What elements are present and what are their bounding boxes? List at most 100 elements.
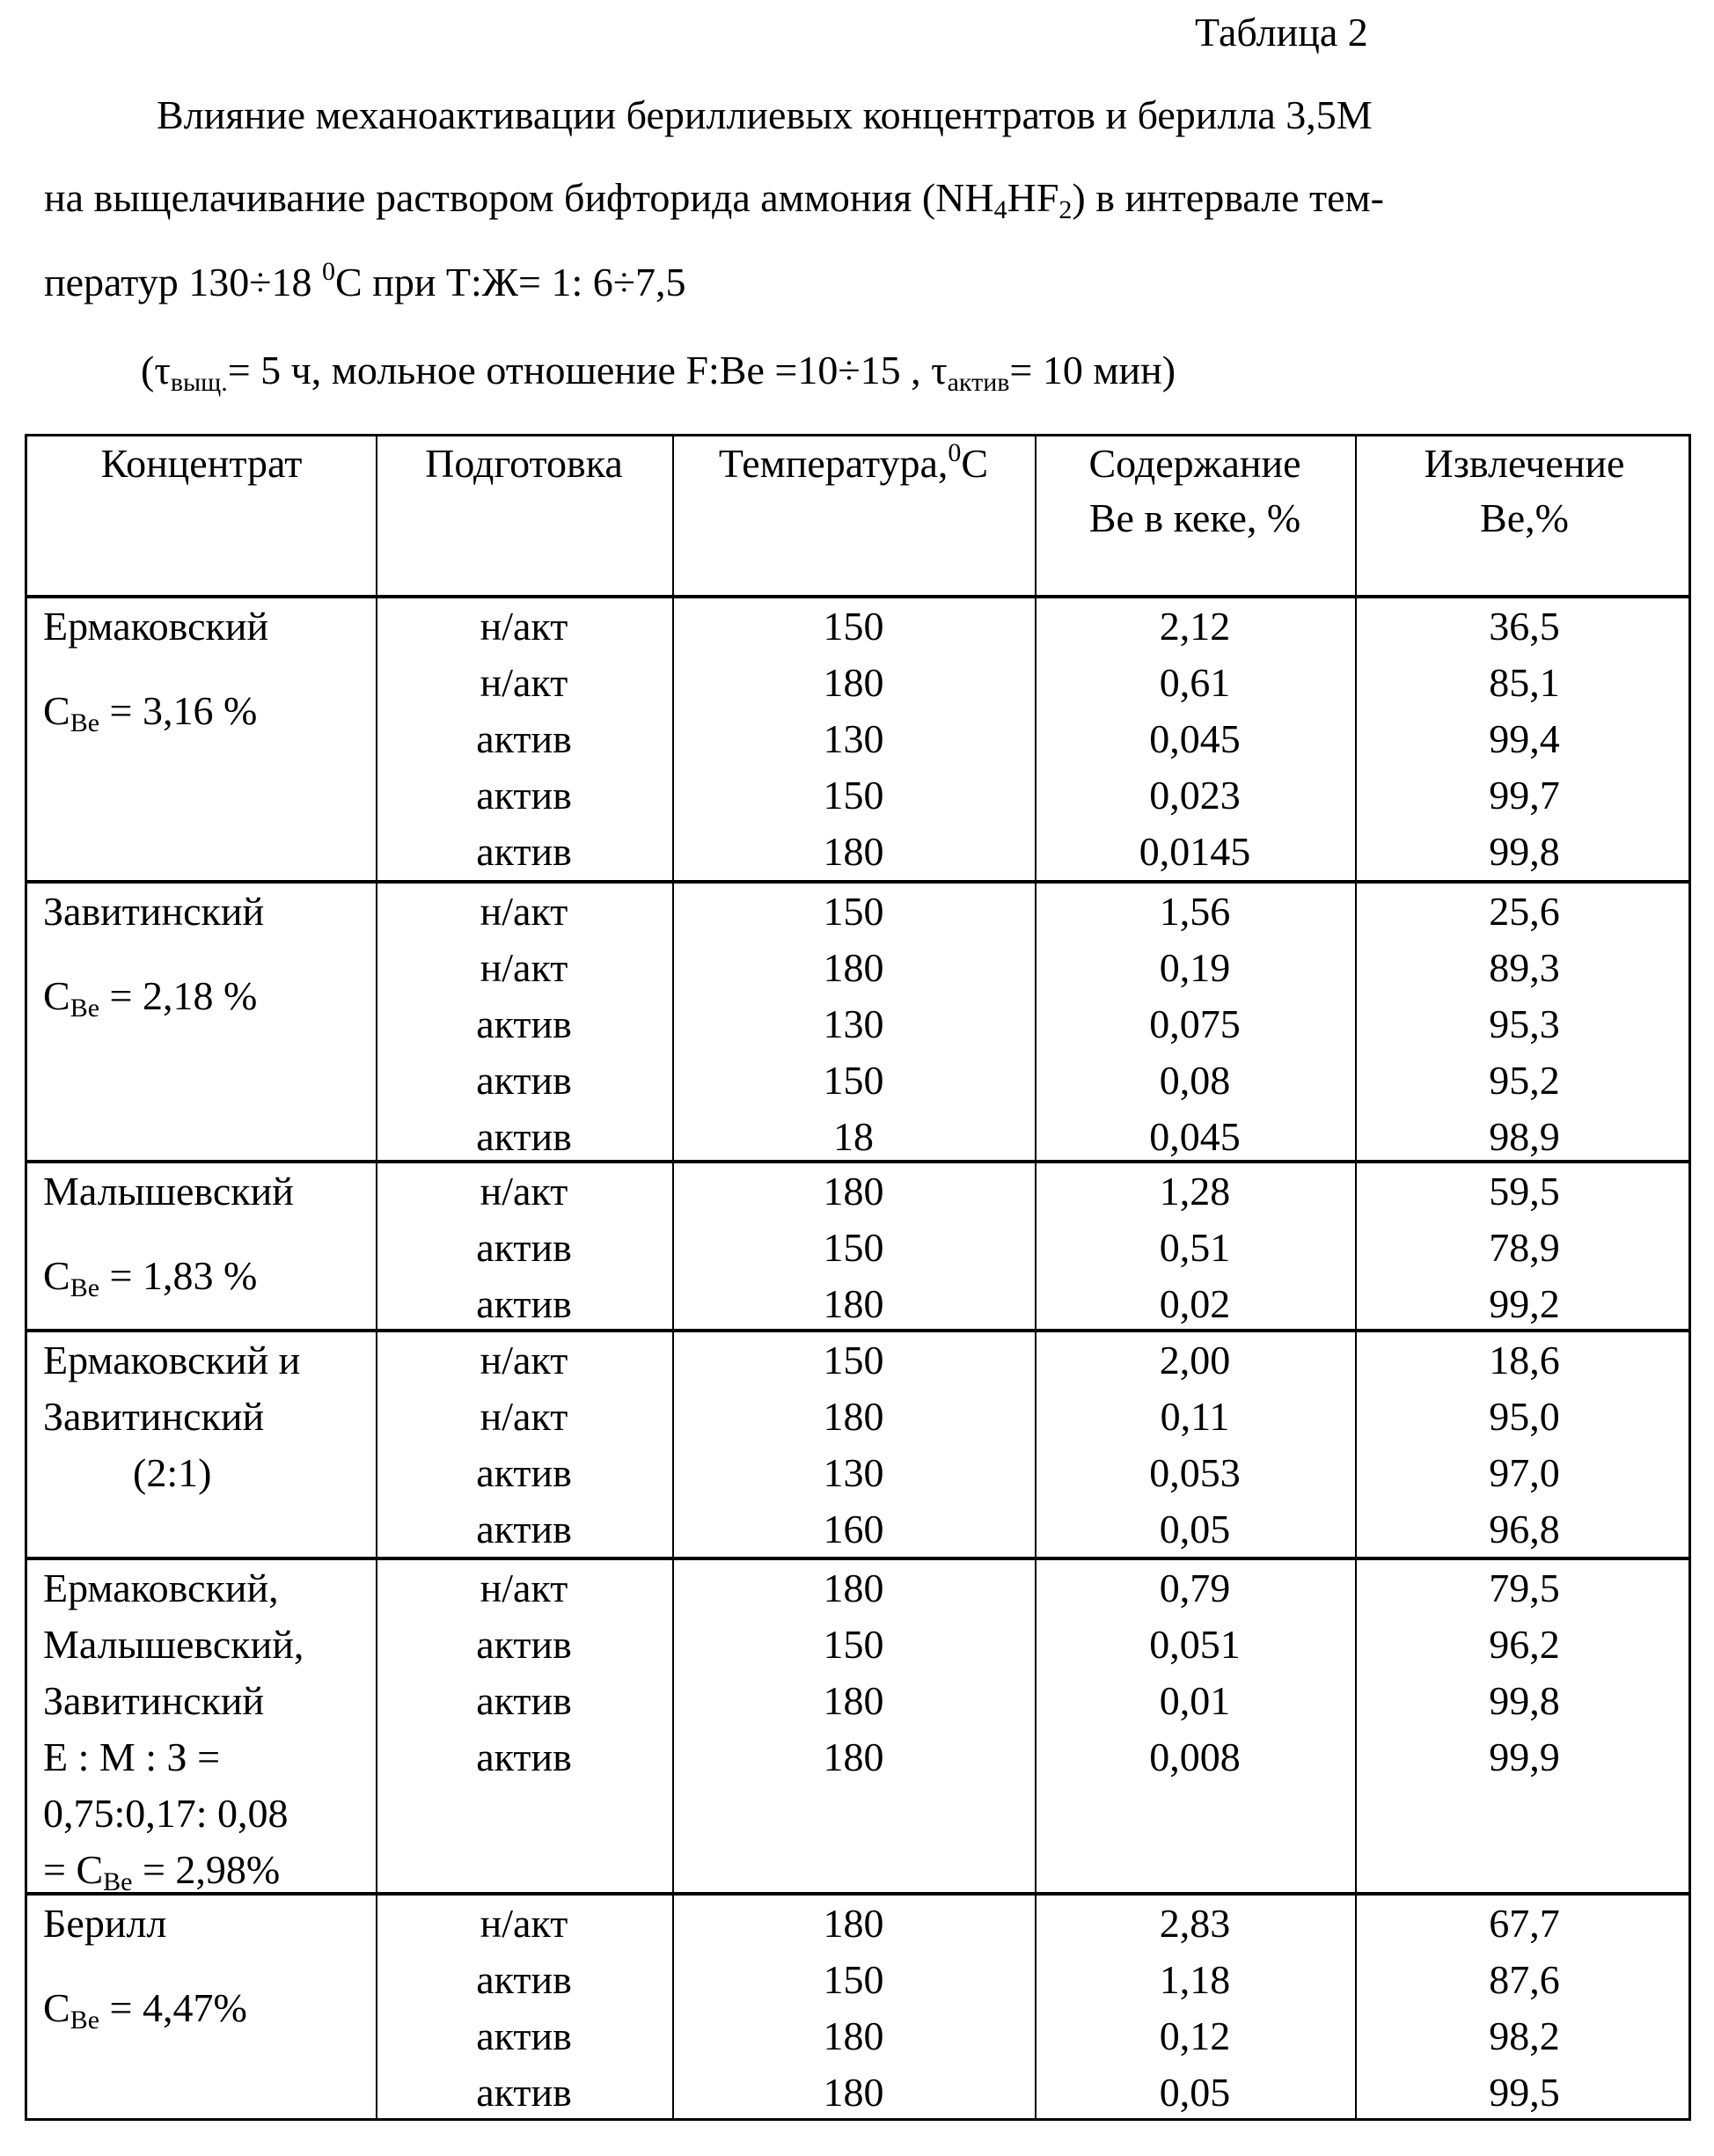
concentrate-label: (2:1)	[133, 1445, 211, 1501]
temperature-cell: 180	[672, 1560, 1035, 1617]
preparation-cell: актив	[376, 1052, 672, 1109]
extraction-cell: 78,9	[1355, 1220, 1694, 1276]
preparation-cell: н/акт	[376, 1332, 672, 1389]
extraction-cell: 67,7	[1355, 1896, 1694, 1952]
extraction-cell: 85,1	[1355, 655, 1694, 711]
preparation-cell: н/акт	[376, 940, 672, 996]
preparation-cell: актив	[376, 1617, 672, 1673]
extraction-cell: 96,2	[1355, 1617, 1694, 1673]
temperature-cell: 180	[672, 2064, 1035, 2121]
concentrate-label: Завитинский	[43, 1389, 264, 1445]
content-cell: 0,12	[1035, 2008, 1355, 2064]
extraction-cell: 99,2	[1355, 1276, 1694, 1332]
content-cell: 0,02	[1035, 1276, 1355, 1332]
concentrate-label: Берилл	[43, 1896, 166, 1952]
preparation-cell: актив	[376, 2064, 672, 2121]
content-cell: 0,61	[1035, 655, 1355, 711]
extraction-cell: 59,5	[1355, 1163, 1694, 1220]
temperature-cell: 150	[672, 1052, 1035, 1109]
header-extraction: ИзвлечениеBe,%	[1355, 436, 1694, 546]
preparation-cell: актив	[376, 1220, 672, 1276]
concentrate-label: CBe = 3,16 %	[43, 683, 257, 739]
extraction-cell: 97,0	[1355, 1445, 1694, 1501]
content-cell: 0,79	[1035, 1560, 1355, 1617]
temperature-cell: 180	[672, 824, 1035, 880]
content-cell: 0,008	[1035, 1729, 1355, 1786]
content-cell: 0,023	[1035, 767, 1355, 824]
preparation-cell: актив	[376, 1729, 672, 1786]
header-concentrate: Концентрат	[27, 436, 376, 491]
extraction-cell: 25,6	[1355, 884, 1694, 940]
content-cell: 2,12	[1035, 598, 1355, 655]
concentrate-label: Ермаковский	[43, 598, 268, 655]
temperature-cell: 150	[672, 1220, 1035, 1276]
header-content: СодержаниеBe в кеке, %	[1035, 436, 1355, 546]
preparation-cell: н/акт	[376, 655, 672, 711]
concentrate-label: Завитинский	[43, 884, 264, 940]
preparation-cell: актив	[376, 1673, 672, 1729]
preparation-cell: актив	[376, 1276, 672, 1332]
temperature-cell: 150	[672, 1952, 1035, 2008]
extraction-cell: 79,5	[1355, 1560, 1694, 1617]
content-cell: 1,56	[1035, 884, 1355, 940]
temperature-cell: 180	[672, 2008, 1035, 2064]
extraction-cell: 36,5	[1355, 598, 1694, 655]
content-cell: 0,0145	[1035, 824, 1355, 880]
temperature-cell: 180	[672, 1729, 1035, 1786]
title-line-3: ператур 130÷18 0С при Т:Ж= 1: 6÷7,5	[44, 262, 686, 303]
preparation-cell: актив	[376, 767, 672, 824]
preparation-cell: актив	[376, 1952, 672, 2008]
title-line-2: на выщелачивание раствором бифторида амм…	[44, 178, 1384, 218]
concentrate-label: Малышевский,	[43, 1617, 304, 1673]
temperature-cell: 130	[672, 711, 1035, 767]
content-cell: 2,83	[1035, 1896, 1355, 1952]
extraction-cell: 99,7	[1355, 767, 1694, 824]
temperature-cell: 180	[672, 1896, 1035, 1952]
content-cell: 0,05	[1035, 2064, 1355, 2121]
concentrate-label: Завитинский	[43, 1673, 264, 1729]
content-cell: 0,01	[1035, 1673, 1355, 1729]
temperature-cell: 180	[672, 655, 1035, 711]
preparation-cell: н/акт	[376, 598, 672, 655]
concentrate-label: Е : М : З =	[43, 1729, 220, 1786]
extraction-cell: 99,8	[1355, 1673, 1694, 1729]
content-cell: 1,18	[1035, 1952, 1355, 2008]
extraction-cell: 95,3	[1355, 996, 1694, 1052]
preparation-cell: актив	[376, 1445, 672, 1501]
concentrate-label: CBe = 4,47%	[43, 1980, 247, 2036]
title-line-1: Влияние механоактивации бериллиевых конц…	[157, 95, 1373, 136]
content-cell: 0,051	[1035, 1617, 1355, 1673]
preparation-cell: н/акт	[376, 1389, 672, 1445]
preparation-cell: н/акт	[376, 1560, 672, 1617]
concentrate-label: = CBe = 2,98%	[43, 1842, 280, 1898]
concentrate-label: CBe = 1,83 %	[43, 1248, 257, 1304]
extraction-cell: 89,3	[1355, 940, 1694, 996]
content-cell: 0,045	[1035, 1109, 1355, 1165]
extraction-cell: 99,4	[1355, 711, 1694, 767]
preparation-cell: н/акт	[376, 1163, 672, 1220]
temperature-cell: 150	[672, 1332, 1035, 1389]
content-cell: 0,08	[1035, 1052, 1355, 1109]
content-cell: 0,045	[1035, 711, 1355, 767]
content-cell: 0,053	[1035, 1445, 1355, 1501]
extraction-cell: 98,9	[1355, 1109, 1694, 1165]
temperature-cell: 160	[672, 1501, 1035, 1558]
header-temperature: Температура,0С	[672, 436, 1035, 491]
results-table: Концентрат Подготовка Температура,0С Сод…	[25, 434, 1691, 2121]
concentrate-label: 0,75:0,17: 0,08	[43, 1786, 289, 1842]
extraction-cell: 99,8	[1355, 824, 1694, 880]
temperature-cell: 150	[672, 1617, 1035, 1673]
content-cell: 1,28	[1035, 1163, 1355, 1220]
preparation-cell: актив	[376, 1501, 672, 1558]
preparation-cell: актив	[376, 2008, 672, 2064]
concentrate-label: Ермаковский,	[43, 1560, 279, 1617]
temperature-cell: 180	[672, 1163, 1035, 1220]
header-preparation: Подготовка	[376, 436, 672, 491]
preparation-cell: актив	[376, 711, 672, 767]
content-cell: 0,075	[1035, 996, 1355, 1052]
preparation-cell: актив	[376, 996, 672, 1052]
extraction-cell: 96,8	[1355, 1501, 1694, 1558]
preparation-cell: актив	[376, 824, 672, 880]
content-cell: 2,00	[1035, 1332, 1355, 1389]
content-cell: 0,51	[1035, 1220, 1355, 1276]
